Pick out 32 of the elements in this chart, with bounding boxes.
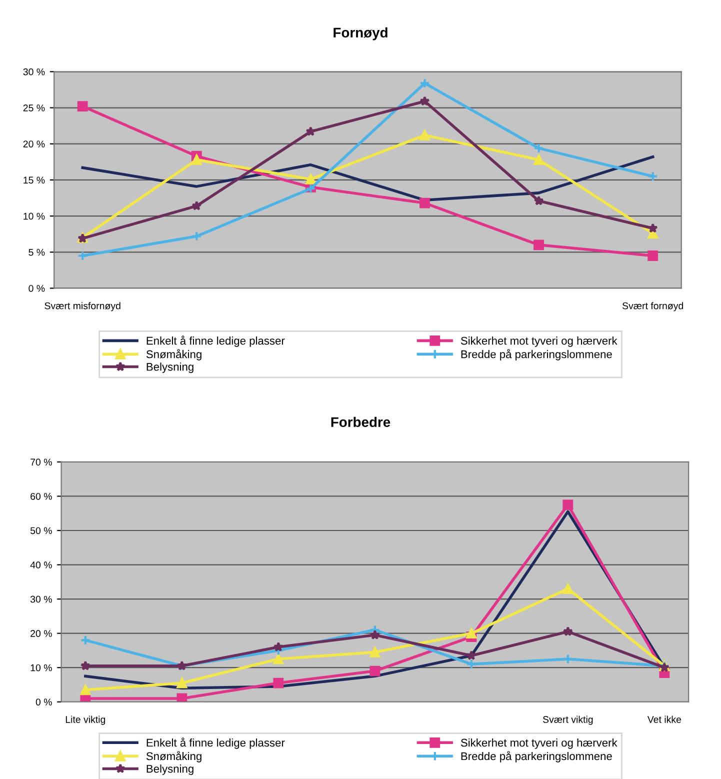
legend-label: Belysning bbox=[146, 764, 194, 775]
y-tick-label: 70 % bbox=[30, 458, 52, 466]
chart-title: Forbedre bbox=[331, 416, 390, 428]
chart-title: Fornøyd bbox=[334, 27, 388, 40]
y-tick-label: 0 % bbox=[36, 698, 52, 706]
legend-label: Bredde på parkeringslommene bbox=[461, 349, 612, 360]
y-tick-label: 30 % bbox=[30, 596, 52, 603]
legend-label: Enkelt å finne ledige plasser bbox=[146, 738, 285, 749]
legend-label: Enkelt å finne ledige plasser bbox=[146, 336, 285, 347]
y-tick-label: 25 % bbox=[23, 104, 45, 112]
y-tick-label: 30 % bbox=[23, 68, 45, 76]
legend-label: Bredde på parkeringslommene bbox=[461, 751, 612, 762]
y-tick-label: 10 % bbox=[24, 212, 45, 220]
legend-label: Belysning bbox=[146, 362, 194, 373]
legend-label: Sikkerhet mot tyveri og hærverk bbox=[460, 738, 618, 749]
x-tick-label: Svært fornøyd bbox=[622, 302, 684, 312]
x-tick-label: Lite viktig bbox=[66, 716, 106, 725]
y-tick-label: 20 % bbox=[23, 140, 45, 148]
x-tick-label: Svært misfornøyd bbox=[44, 302, 120, 312]
x-tick-label: Svært viktig bbox=[542, 716, 593, 725]
y-tick-label: 10 % bbox=[30, 664, 52, 672]
y-tick-label: 60 % bbox=[30, 492, 52, 500]
legend-label: Sikkerhet mot tyveri og hærverk bbox=[460, 336, 618, 347]
y-tick-label: 20 % bbox=[30, 630, 52, 637]
legend-label: Snømåking bbox=[146, 751, 202, 762]
y-tick-label: 0 % bbox=[28, 284, 45, 292]
y-tick-label: 40 % bbox=[30, 562, 52, 568]
y-tick-label: 50 % bbox=[30, 527, 52, 534]
legend-label: Snømåking bbox=[146, 349, 202, 360]
y-tick-label: 5 % bbox=[28, 248, 45, 256]
x-tick-label: Vet ikke bbox=[647, 716, 682, 723]
y-tick-label: 15 % bbox=[24, 176, 45, 184]
